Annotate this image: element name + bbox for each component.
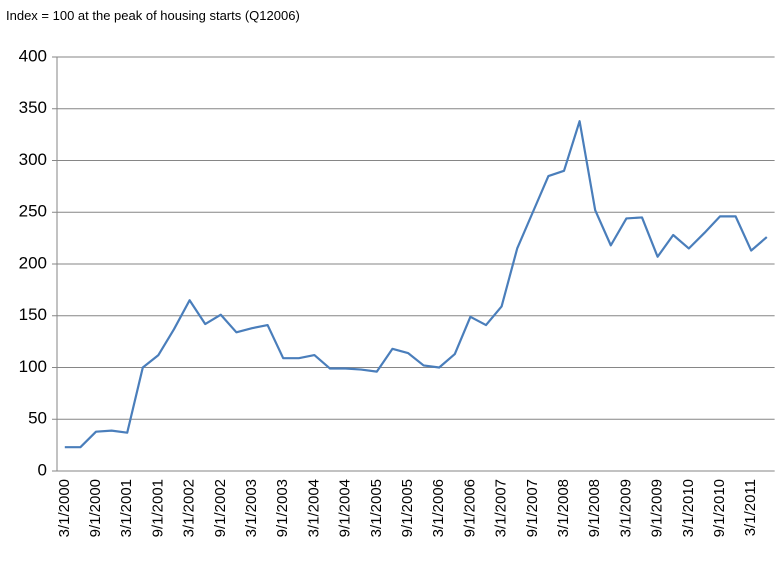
x-tick-label: 3/1/2006: [430, 479, 447, 537]
x-tick-label: 3/1/2010: [680, 479, 697, 537]
x-tick-label: 3/1/2009: [617, 479, 634, 537]
x-tick-label: 9/1/2006: [461, 479, 478, 537]
line-series: [64, 120, 768, 449]
x-tick-label: 9/1/2010: [711, 479, 728, 537]
chart-subtitle: Index = 100 at the peak of housing start…: [6, 8, 300, 23]
y-tick-label: 350: [19, 98, 47, 117]
x-tick-label: 3/1/2007: [493, 479, 510, 537]
y-tick-label: 150: [19, 305, 47, 324]
y-tick-label: 250: [19, 202, 47, 221]
x-tick-label: 9/1/2005: [399, 479, 416, 537]
y-tick-label: 400: [19, 46, 47, 65]
x-tick-label: 3/1/2008: [555, 479, 572, 537]
y-tick-label: 200: [19, 253, 47, 272]
x-tick-label: 3/1/2004: [305, 479, 322, 537]
x-tick-label: 9/1/2009: [649, 479, 666, 537]
y-tick-label: 0: [38, 460, 47, 479]
x-tick-label: 9/1/2007: [524, 479, 541, 537]
x-tick-label: 9/1/2002: [212, 479, 229, 537]
y-tick-label: 50: [28, 409, 47, 428]
x-tick-label: 3/1/2005: [368, 479, 385, 537]
x-tick-label: 3/1/2011: [742, 479, 759, 536]
x-tick-label: 9/1/2000: [87, 479, 104, 537]
y-tick-label: 100: [19, 357, 47, 376]
x-tick-label: 9/1/2003: [274, 479, 291, 537]
x-tick-label: 3/1/2001: [118, 479, 135, 537]
x-tick-label: 3/1/2000: [56, 479, 73, 537]
x-tick-label: 3/1/2002: [181, 479, 198, 537]
x-tick-label: 9/1/2001: [149, 479, 166, 537]
y-tick-label: 300: [19, 150, 47, 169]
x-tick-label: 9/1/2008: [586, 479, 603, 537]
x-tick-label: 9/1/2004: [337, 479, 354, 537]
x-tick-label: 3/1/2003: [243, 479, 260, 537]
